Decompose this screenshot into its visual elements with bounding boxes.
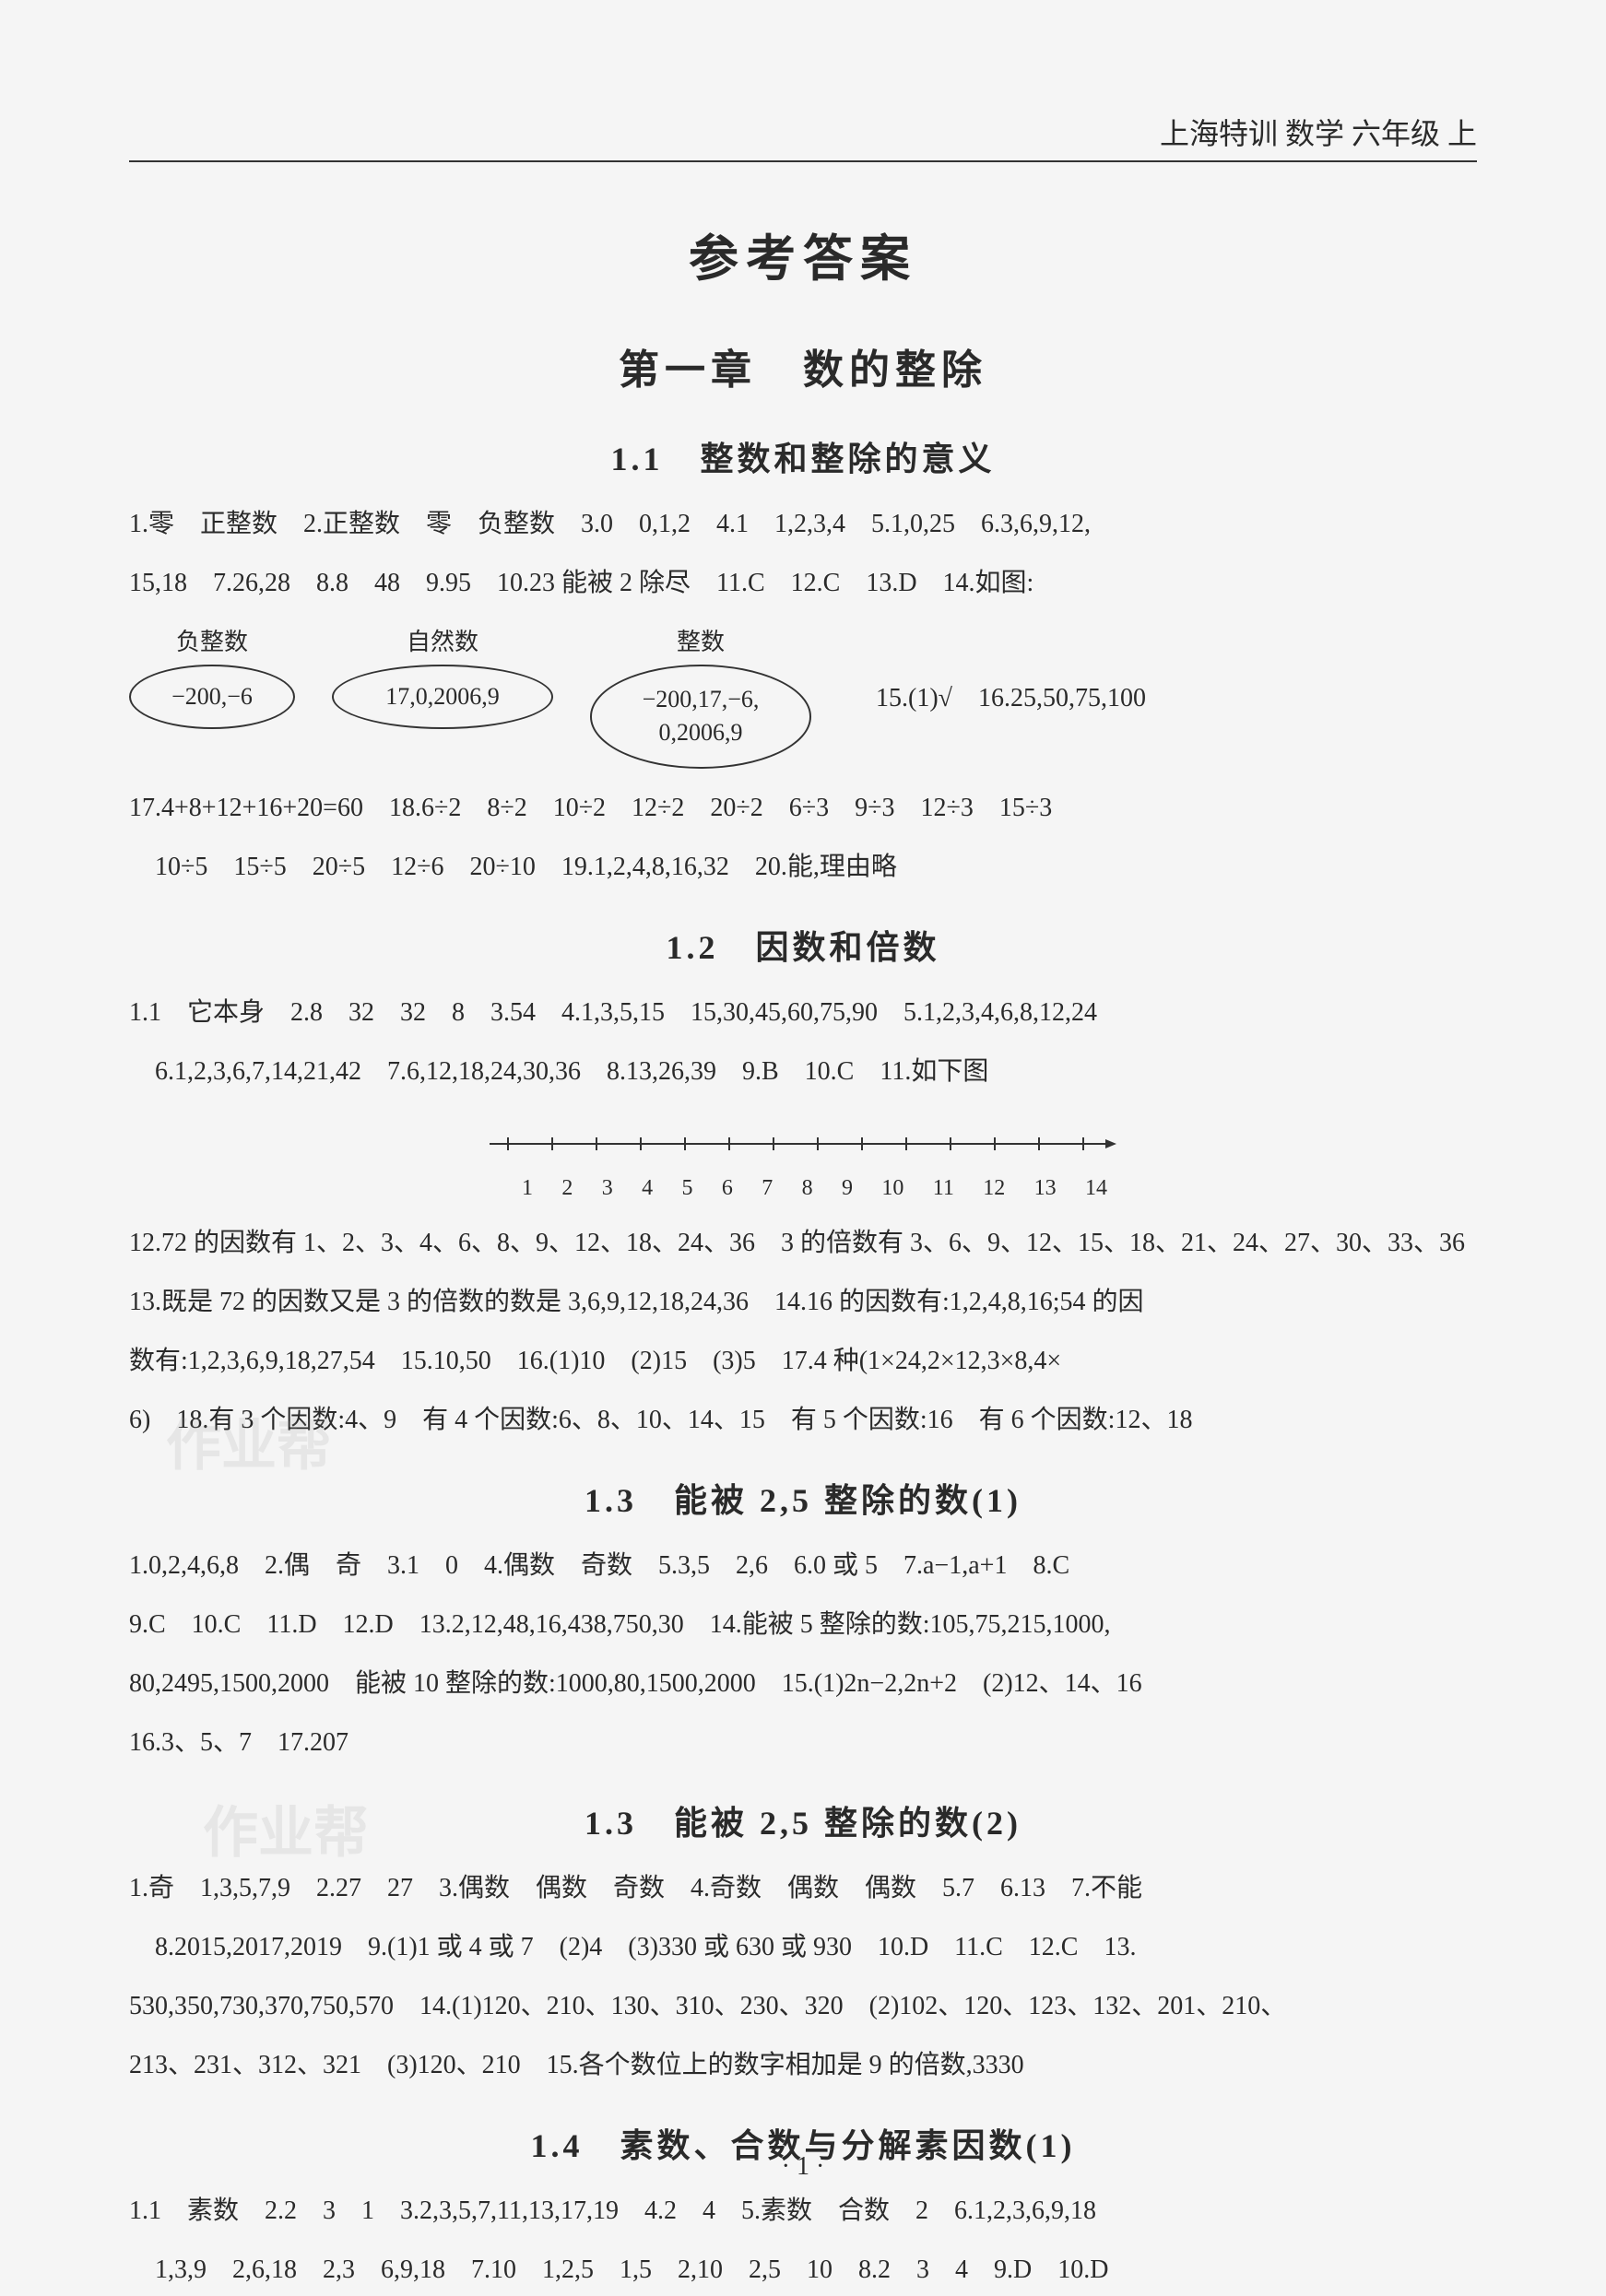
oval2-label: 自然数 [407,623,478,657]
number-line-labels: 1 2 3 4 5 6 7 8 9 10 11 12 13 14 [499,1176,1107,1201]
s1-1-line3: 17.4+8+12+16+20=60 18.6÷2 8÷2 10÷2 12÷2 … [129,783,1477,834]
s1-2-line4: 13.既是 72 的因数又是 3 的倍数的数是 3,6,9,12,18,24,3… [129,1277,1477,1328]
s1-3a-line1: 1.0,2,4,6,8 2.偶 奇 3.1 0 4.偶数 奇数 5.3,5 2,… [129,1540,1477,1592]
nl-6: 6 [722,1176,733,1201]
s1-2-line2: 6.1,2,3,6,7,14,21,42 7.6,12,18,24,30,36 … [129,1046,1477,1098]
oval-group-2: 自然数 17,0,2006,9 [332,623,553,729]
section-1-3b-title: 1.3 能被 2,5 整除的数(2) [129,1796,1477,1844]
s1-3a-line3: 80,2495,1500,2000 能被 10 整除的数:1000,80,150… [129,1658,1477,1710]
page-header: 上海特训 数学 六年级 上 [129,111,1477,162]
oval2: 17,0,2006,9 [332,665,553,729]
oval3-line1: −200,17,−6, [620,683,782,716]
nl-14: 14 [1085,1176,1107,1201]
s1-4-line1: 1.1 素数 2.2 3 1 3.2,3,5,7,11,13,17,19 4.2… [129,2185,1477,2237]
s1-3b-line4: 213、231、312、321 (3)120、210 15.各个数位上的数字相加… [129,2040,1477,2091]
s1-2-line1: 1.1 它本身 2.8 32 32 8 3.54 4.1,3,5,15 15,3… [129,987,1477,1039]
nl-8: 8 [802,1176,813,1201]
number-line-svg [480,1116,1126,1172]
nl-9: 9 [842,1176,853,1201]
s1-4-line2: 1,3,9 2,6,18 2,3 6,9,18 7.10 1,2,5 1,5 2… [129,2244,1477,2296]
nl-10: 10 [881,1176,903,1201]
diagram-side-text: 15.(1)√ 16.25,50,75,100 [876,677,1146,714]
nl-4: 4 [642,1176,653,1201]
s1-1-line1: 1.零 正整数 2.正整数 零 负整数 3.0 0,1,2 4.1 1,2,3,… [129,499,1477,550]
oval3-line2: 0,2006,9 [620,716,782,749]
s1-3b-line1: 1.奇 1,3,5,7,9 2.27 27 3.偶数 偶数 奇数 4.奇数 偶数… [129,1863,1477,1914]
section-1-1-title: 1.1 整数和整除的意义 [129,432,1477,480]
s1-3b-line3: 530,350,730,370,750,570 14.(1)120、210、13… [129,1981,1477,2032]
venn-diagram: 负整数 −200,−6 自然数 17,0,2006,9 整数 −200,17,−… [129,623,1477,769]
s1-3b-line2: 8.2015,2017,2019 9.(1)1 或 4 或 7 (2)4 (3)… [129,1922,1477,1973]
main-title: 参考答案 [129,218,1477,290]
s1-2-line5: 数有:1,2,3,6,9,18,27,54 15.10,50 16.(1)10 … [129,1336,1477,1387]
oval1: −200,−6 [129,665,295,729]
oval-group-3: 整数 −200,17,−6, 0,2006,9 [590,623,811,769]
nl-12: 12 [983,1176,1005,1201]
s1-2-line6: 6) 18.有 3 个因数:4、9 有 4 个因数:6、8、10、14、15 有… [129,1395,1477,1446]
chapter-title: 第一章 数的整除 [129,336,1477,395]
oval3: −200,17,−6, 0,2006,9 [590,665,811,769]
section-1-2-title: 1.2 因数和倍数 [129,921,1477,969]
nl-3: 3 [602,1176,613,1201]
nl-13: 13 [1034,1176,1057,1201]
nl-7: 7 [762,1176,773,1201]
number-line-container: 1 2 3 4 5 6 7 8 9 10 11 12 13 14 [129,1116,1477,1199]
section-1-3a-title: 1.3 能被 2,5 整除的数(1) [129,1474,1477,1522]
number-line: 1 2 3 4 5 6 7 8 9 10 11 12 13 14 [480,1116,1126,1172]
oval-group-1: 负整数 −200,−6 [129,623,295,729]
oval1-label: 负整数 [176,623,248,657]
nl-1: 1 [522,1176,533,1201]
s1-2-line3: 12.72 的因数有 1、2、3、4、6、8、9、12、18、24、36 3 的… [129,1218,1477,1269]
oval3-label: 整数 [677,623,725,657]
nl-5: 5 [682,1176,693,1201]
page-number: · 1 · [782,2152,825,2182]
nl-2: 2 [561,1176,573,1201]
s1-1-line2: 15,18 7.26,28 8.8 48 9.95 10.23 能被 2 除尽 … [129,558,1477,609]
nl-11: 11 [933,1176,954,1201]
s1-3a-line4: 16.3、5、7 17.207 [129,1717,1477,1769]
s1-3a-line2: 9.C 10.C 11.D 12.D 13.2,12,48,16,438,750… [129,1599,1477,1651]
s1-1-line4: 10÷5 15÷5 20÷5 12÷6 20÷10 19.1,2,4,8,16,… [129,842,1477,893]
